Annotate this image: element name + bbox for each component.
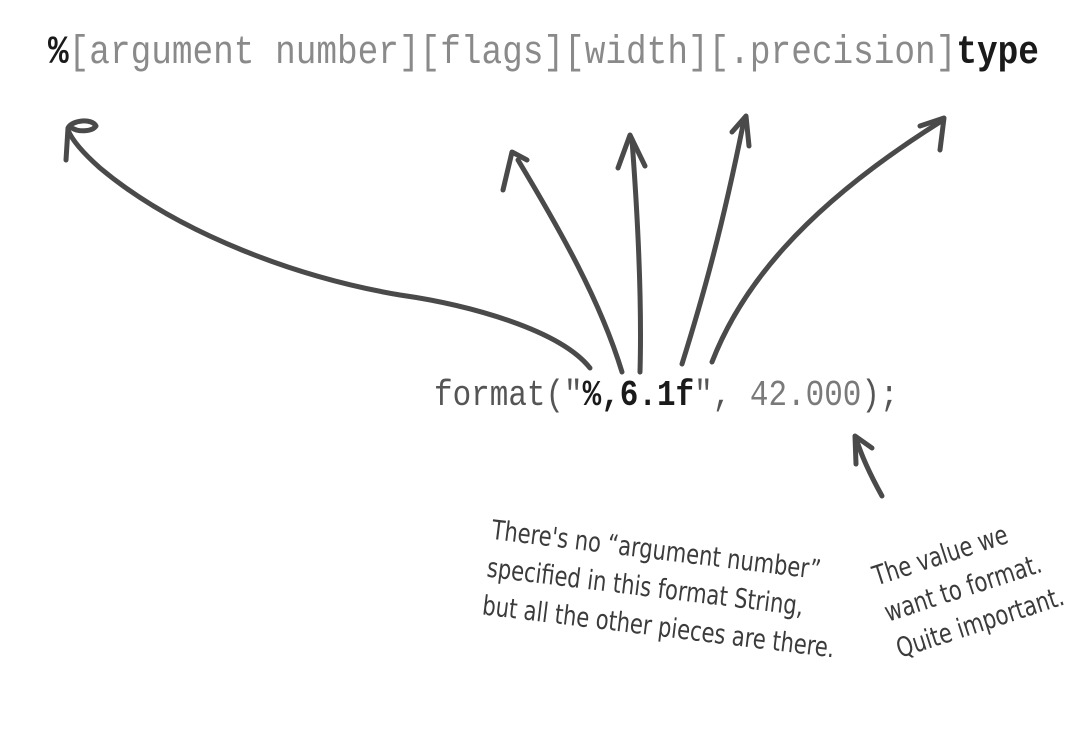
format-call-example: format("%,6.1f", 42.000); [434,372,899,420]
syntax-width: [width] [564,31,709,76]
code-value: 42.000 [749,375,862,416]
code-prefix: format(" [434,375,583,416]
arrow-to-percent [65,127,593,371]
syntax-precision: [.precision] [708,31,957,76]
code-percent: % [582,375,602,416]
arrow-to-width [629,137,644,375]
arrow-to-type [709,119,943,365]
code-suffix: ); [861,375,899,416]
syntax-percent: % [48,31,69,76]
syntax-argument-number: [argument number] [68,31,420,76]
arrow-head-value [852,433,875,467]
arrow-head-flags [500,149,530,193]
arrow-head-width [615,132,648,171]
arrow-head-percent [63,118,99,163]
syntax-type: type [956,31,1039,76]
arrow-to-precision [679,117,747,367]
code-flags: , [601,375,620,416]
code-width: 6 [619,375,639,416]
arrow-head-precision [729,113,752,149]
syntax-flags: [flags] [419,31,565,76]
arrow-to-flags [515,157,625,375]
format-specifier-syntax: %[argument number][flags][width][.precis… [48,28,1039,80]
arrow-head-type [917,115,947,153]
code-close-quote: ", [694,375,750,416]
code-precision: .1 [638,375,676,416]
code-type: f [675,375,695,416]
